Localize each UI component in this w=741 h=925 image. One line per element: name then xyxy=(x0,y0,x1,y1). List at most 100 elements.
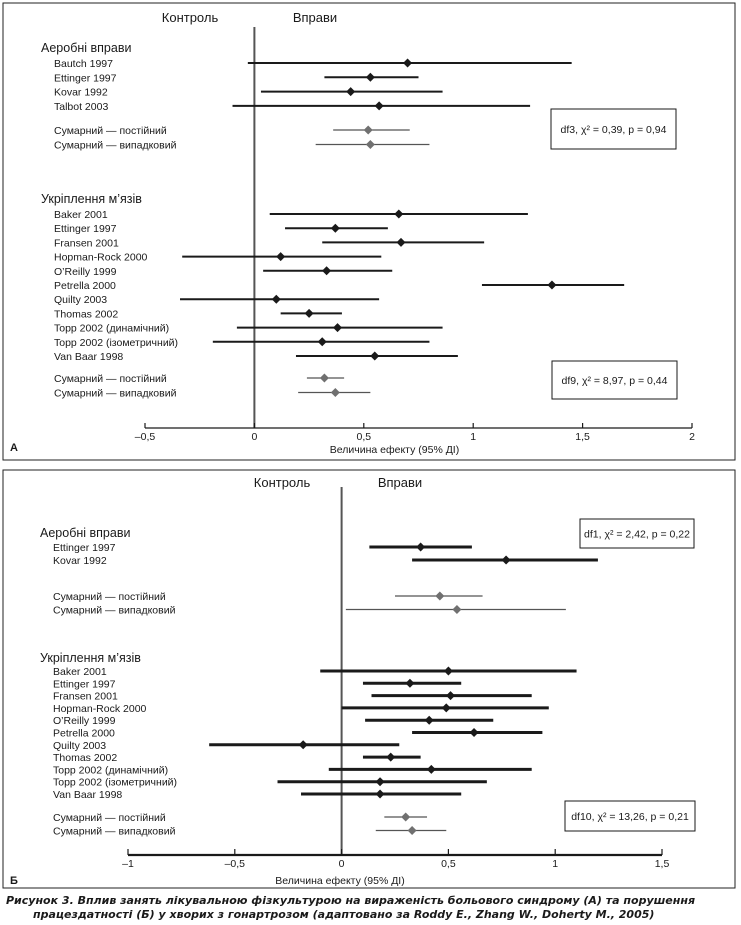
panel-2-group-1-summary-point xyxy=(435,591,445,601)
panel-2-group-2-study-label: Baker 2001 xyxy=(53,666,107,678)
panel-2-group-2-study-label: Fransen 2001 xyxy=(53,691,118,703)
panel-1-frame xyxy=(2,2,736,461)
panel-1-group-1-study-label: Ettinger 1997 xyxy=(54,72,117,84)
panel-1-group-1-title: Аеробні вправи xyxy=(41,41,131,55)
panel-1-x-tick-label: –0,5 xyxy=(135,431,156,443)
panel-2-group-2-summary-label: Сумарний — випадковий xyxy=(53,826,176,838)
panel-2-group-2-study-point xyxy=(441,703,451,713)
panel-1-group-2-study-label: Petrella 2000 xyxy=(54,280,116,292)
panel-2-group-2-study-label: Topp 2002 (ізометричний) xyxy=(53,777,177,789)
panel-2-panel-label: Б xyxy=(10,875,18,887)
panel-2-group-2-study-point xyxy=(443,666,453,676)
panel-2-group-2-study-point xyxy=(386,752,396,762)
panel-1-x-axis-label: Величина ефекту (95% ДІ) xyxy=(330,444,459,456)
panel-1-group-2-study-point xyxy=(547,280,557,290)
panel-2-x-tick-label: 0,5 xyxy=(441,858,456,870)
panel-1-x-tick-label: 2 xyxy=(689,431,695,443)
panel-1-group-2-study-point xyxy=(370,351,380,361)
panel-1-group-2-study-label: Baker 2001 xyxy=(54,209,108,221)
panel-1-x-tick-label: 0 xyxy=(251,431,257,443)
panel-1-group-2-study-label: Topp 2002 (динамічний) xyxy=(54,323,169,335)
panel-2-group-2-study-point xyxy=(375,789,385,799)
panel-2-group-2-study-label: Ettinger 1997 xyxy=(53,678,116,690)
panel-1-group-1-study-label: Talbot 2003 xyxy=(54,101,108,113)
panel-1-group-2-study-label: Ettinger 1997 xyxy=(54,223,117,235)
panel-1-group-2-stats-box xyxy=(551,360,678,400)
panel-2-group-2-study-label: Van Baar 1998 xyxy=(53,789,122,801)
panel-2-group-2-study-label: Quilty 2003 xyxy=(53,740,106,752)
panel-2-group-1-stats-text: df1, χ² = 2,42, р = 0,22 xyxy=(584,529,690,541)
panel-2-group-2-title: Укріплення м’язів xyxy=(40,651,141,665)
panel-1-group-1-study-point xyxy=(365,72,375,82)
figure-caption: Рисунок 3. Вплив занять лікувальною фізк… xyxy=(6,894,736,922)
panel-2-group-1-stats-box xyxy=(579,518,695,549)
panel-2-group-1-study-point xyxy=(501,555,511,565)
panel-2-group-2-study-label: O’Reilly 1999 xyxy=(53,715,116,727)
panel-1-x-tick-label: 1 xyxy=(470,431,476,443)
panel-1-group-1-study-label: Kovar 1992 xyxy=(54,87,108,99)
panel-1-group-2-study-label: Thomas 2002 xyxy=(54,308,118,320)
panel-1-group-2-study-point xyxy=(333,323,343,333)
panel-2-group-2-summary-point xyxy=(407,826,417,835)
panel-2-group-2-study-point xyxy=(469,728,479,737)
panel-1-group-1-summary-label: Сумарний — постійний xyxy=(54,125,167,137)
panel-2-x-tick-label: 1 xyxy=(552,858,558,870)
panel-2-group-2-study-label: Hopman-Rock 2000 xyxy=(53,703,147,715)
panel-2-header-control: Контроль xyxy=(254,475,311,490)
panel-1-x-tick-label: 1,5 xyxy=(575,431,590,443)
panel-2-x-tick-label: 1,5 xyxy=(655,858,670,870)
panel-1-group-2-summary-label: Сумарний — випадковий xyxy=(54,388,177,400)
panel-2-group-2-stats-box xyxy=(564,800,696,832)
panel-1-group-1-study-point xyxy=(374,101,384,111)
panel-1-group-2-summary-label: Сумарний — постійний xyxy=(54,373,167,385)
panel-1-group-1-study-label: Bautch 1997 xyxy=(54,58,113,70)
panel-1-group-2-study-label: Topp 2002 (ізометричний) xyxy=(54,337,178,349)
panel-2-group-2-study-point xyxy=(298,740,308,750)
panel-2-x-axis-label: Величина ефекту (95% ДІ) xyxy=(275,875,404,887)
panel-2-group-2-study-point xyxy=(426,764,436,774)
panel-1-group-2-study-label: Van Baar 1998 xyxy=(54,351,123,363)
panel-1-group-2-study-label: O’Reilly 1999 xyxy=(54,266,117,278)
panel-2-group-2-stats-text: df10, χ² = 13,26, р = 0,21 xyxy=(571,811,689,823)
panel-1-group-2-study-point xyxy=(396,237,406,247)
panel-2-group-2-summary-point xyxy=(401,812,411,822)
panel-1-header-exercise: Вправи xyxy=(293,10,337,25)
panel-2-group-1-summary-point xyxy=(452,605,462,614)
caption-line-2: працездатності (Б) у хворих з гонартрозо… xyxy=(33,908,655,921)
panel-1-group-2-study-label: Hopman-Rock 2000 xyxy=(54,252,148,264)
caption-line-1: Рисунок 3. Вплив занять лікувальною фізк… xyxy=(6,894,696,907)
panel-1-group-2-title: Укріплення м’язів xyxy=(41,192,142,206)
panel-1-group-2-summary-point xyxy=(319,373,329,383)
panel-1-group-2-study-point xyxy=(322,266,332,276)
panel-1-header-control: Контроль xyxy=(162,10,219,25)
panel-1-panel-label: А xyxy=(10,442,18,454)
panel-2-group-2-study-label: Petrella 2000 xyxy=(53,728,115,740)
panel-2-x-tick-label: 0 xyxy=(339,858,345,870)
panel-1-group-1-stats-text: df3, χ² = 0,39, р = 0,94 xyxy=(561,124,667,136)
panel-2-group-2-study-label: Thomas 2002 xyxy=(53,752,117,764)
panel-1-group-1-study-point xyxy=(346,87,356,97)
panel-1-group-1-stats-box xyxy=(550,108,677,150)
panel-1-group-2-study-point xyxy=(271,294,281,304)
panel-1-group-1-summary-label: Сумарний — випадковий xyxy=(54,140,177,152)
panel-1-group-2-summary-point xyxy=(330,388,340,397)
panel-2-header-exercise: Вправи xyxy=(378,475,422,490)
forest-plot-figure: Контроль Вправи –0,5 0 0,5 1 1,5 2 Величина ефек… xyxy=(2,2,736,889)
panel-2-frame xyxy=(2,469,736,889)
panel-1-group-1-summary-point xyxy=(363,125,373,135)
panel-1-group-1-study-point xyxy=(403,58,413,68)
panel-2-group-1-study-label: Ettinger 1997 xyxy=(53,542,116,554)
panel-2-group-2-study-point xyxy=(446,691,456,701)
panel-2-group-1-summary-label: Сумарний — постійний xyxy=(53,591,166,603)
panel-1-group-2-study-point xyxy=(317,337,327,347)
panel-2-group-1-title: Аеробні вправи xyxy=(40,526,130,540)
panel-1-x-tick-label: 0,5 xyxy=(356,431,371,443)
panel-2-group-2-study-point xyxy=(424,715,434,725)
panel-1-group-2-study-point xyxy=(330,223,340,233)
panel-2-x-tick-label: –1 xyxy=(122,858,134,870)
panel-1-group-2-study-point xyxy=(276,252,286,262)
panel-2-group-1-summary-label: Сумарний — випадковий xyxy=(53,605,176,617)
panel-1-group-2-study-point xyxy=(394,209,404,219)
panel-2-group-1-study-point xyxy=(416,542,426,552)
panel-1-group-2-study-point xyxy=(304,308,314,318)
